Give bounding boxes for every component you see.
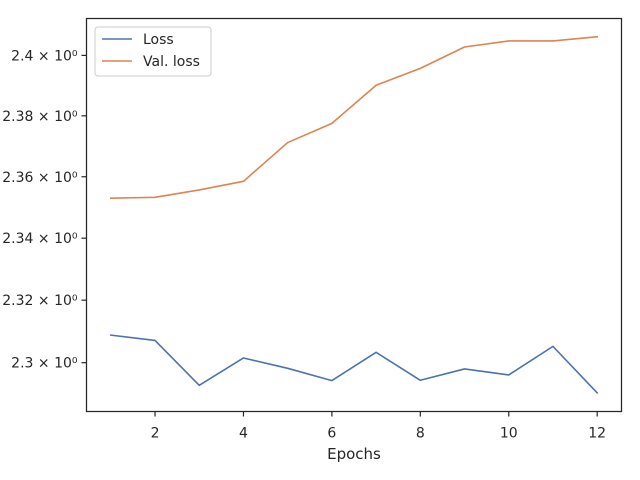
series-line-val-loss xyxy=(110,35,599,200)
y-tick-label: 2.38 × 10⁰ xyxy=(2,109,78,125)
y-tick-label: 2.36 × 10⁰ xyxy=(2,170,78,186)
x-tick-label: 6 xyxy=(327,426,336,442)
y-tick-label: 2.4 × 10⁰ xyxy=(11,48,78,64)
y-tick-label: 2.32 × 10⁰ xyxy=(2,293,78,309)
y-tick-label: 2.34 × 10⁰ xyxy=(2,231,78,247)
y-tick-label: 2.3 × 10⁰ xyxy=(11,356,78,372)
x-tick-label: 2 xyxy=(151,426,160,442)
legend-label-val-loss: Val. loss xyxy=(143,54,200,70)
legend: Loss Val. loss xyxy=(94,26,212,77)
plot-frame xyxy=(85,17,623,413)
series-line-loss xyxy=(109,334,599,395)
y-axis: 2.3 × 10⁰ 2.32 × 10⁰ 2.34 × 10⁰ 2.36 × 10⁰ 2… xyxy=(2,48,87,372)
legend-label-loss: Loss xyxy=(143,32,174,48)
series-lines xyxy=(109,35,599,395)
x-tick-label: 4 xyxy=(239,426,248,442)
x-axis-title: Epochs xyxy=(327,445,381,463)
x-tick-label: 12 xyxy=(588,426,606,442)
x-tick-label: 8 xyxy=(416,426,425,442)
x-axis: 2 4 6 8 10 12 xyxy=(151,411,606,442)
x-tick-label: 10 xyxy=(500,426,518,442)
